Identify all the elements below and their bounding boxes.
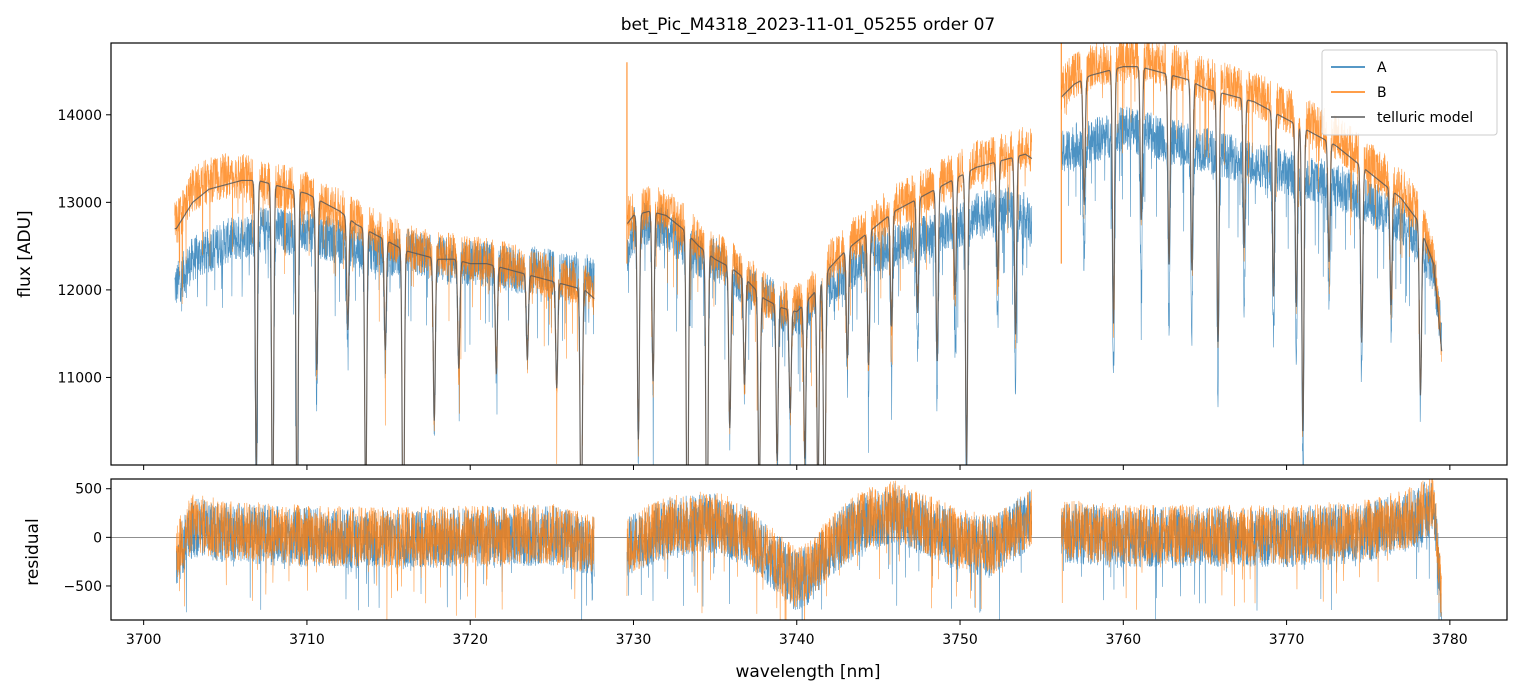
telluric-model-line-seg2 xyxy=(1060,66,1443,432)
residual-axes-frame xyxy=(110,478,1508,621)
series-a-line-seg2 xyxy=(1060,106,1442,465)
legend-label: B xyxy=(1377,85,1387,101)
legend-label: telluric model xyxy=(1377,110,1473,126)
residual-xtick-label: 3710 xyxy=(289,632,325,648)
flux-ytick-label: 14000 xyxy=(57,108,102,124)
flux-y-axis-label: flux [ADU] xyxy=(15,210,35,297)
telluric-model-line-seg1 xyxy=(626,153,1033,465)
residual-xtick-label: 3720 xyxy=(452,632,488,648)
flux-ytick-label: 11000 xyxy=(57,370,102,386)
residual-xtick-label: 3780 xyxy=(1432,632,1468,648)
flux-panel: 11000 12000 13000 14000 flux [ADU] xyxy=(15,42,1508,470)
residual-xtick-label: 3760 xyxy=(1105,632,1141,648)
legend-box xyxy=(1321,49,1498,136)
telluric-model-line-seg0 xyxy=(174,179,595,465)
flux-ytick-label: 12000 xyxy=(57,283,102,299)
residual-ytick-label: −500 xyxy=(64,579,102,595)
residual-xtick-label: 3740 xyxy=(779,632,815,648)
residual-b-line-seg0 xyxy=(176,494,595,620)
flux-axes-frame xyxy=(110,42,1508,466)
residual-ytick-label: 500 xyxy=(75,482,102,498)
series-b-line-seg2 xyxy=(1060,43,1442,437)
chart-title: bet_Pic_M4318_2023-11-01_05255 order 07 xyxy=(621,15,995,35)
legend-label: A xyxy=(1377,60,1387,76)
residual-xtick-label: 3770 xyxy=(1269,632,1305,648)
residual-xtick-label: 3750 xyxy=(942,632,978,648)
residual-ytick-label: 0 xyxy=(93,530,102,546)
x-axis-label: wavelength [nm] xyxy=(735,662,880,682)
residual-xtick-label: 3700 xyxy=(126,632,162,648)
flux-ytick-label: 13000 xyxy=(57,195,102,211)
residual-b-line-seg2 xyxy=(1060,479,1442,617)
residual-xtick-label: 3730 xyxy=(616,632,652,648)
residual-y-axis-label: residual xyxy=(23,518,43,585)
residual-panel: −500 0 500 3700 3710 3720 3730 3740 3750 3760 377… xyxy=(23,478,1508,682)
residual-b-line-seg1 xyxy=(626,480,1033,620)
